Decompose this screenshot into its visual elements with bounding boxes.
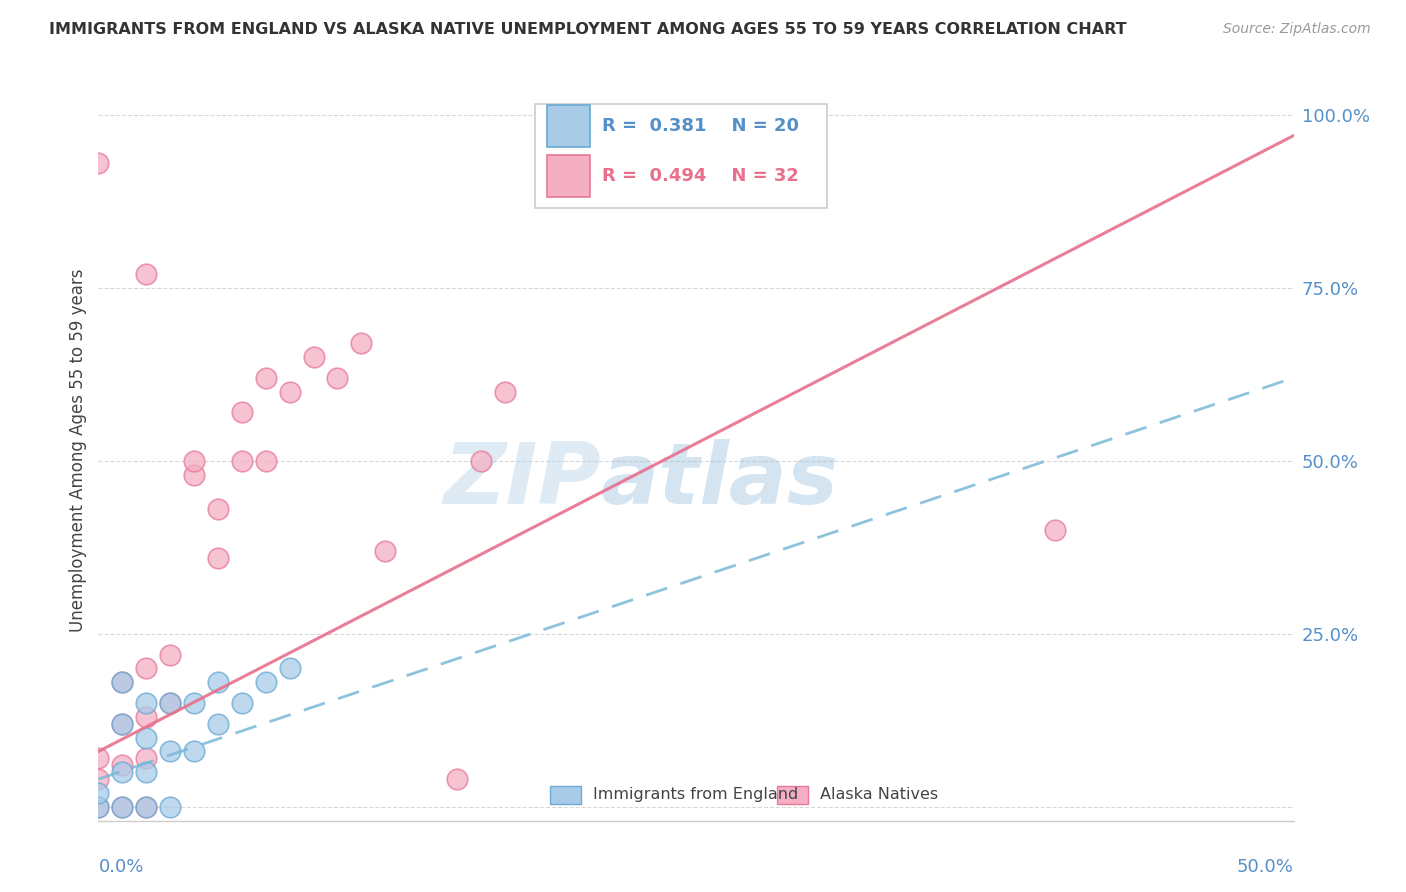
FancyBboxPatch shape <box>550 786 581 804</box>
Point <box>159 648 181 662</box>
Point <box>135 267 157 281</box>
Point <box>446 772 468 786</box>
Point <box>183 454 205 468</box>
Point <box>183 744 205 758</box>
FancyBboxPatch shape <box>547 105 589 147</box>
Point <box>87 751 110 765</box>
Point <box>494 384 516 399</box>
Text: Immigrants from England: Immigrants from England <box>593 788 799 802</box>
Point <box>254 675 277 690</box>
Point <box>302 350 325 364</box>
Text: Alaska Natives: Alaska Natives <box>820 788 938 802</box>
Point <box>135 799 157 814</box>
FancyBboxPatch shape <box>534 104 827 208</box>
Point <box>111 758 134 772</box>
Text: atlas: atlas <box>600 439 838 522</box>
Y-axis label: Unemployment Among Ages 55 to 59 years: Unemployment Among Ages 55 to 59 years <box>69 268 87 632</box>
Point <box>87 799 110 814</box>
Text: R =  0.381    N = 20: R = 0.381 N = 20 <box>602 117 799 136</box>
Point <box>135 731 157 745</box>
Point <box>207 675 229 690</box>
Point <box>135 799 157 814</box>
Point <box>111 799 134 814</box>
Point <box>135 751 157 765</box>
Text: R =  0.494    N = 32: R = 0.494 N = 32 <box>602 167 799 185</box>
Point <box>135 696 157 710</box>
Point <box>135 765 157 780</box>
Point <box>87 786 110 800</box>
Point <box>159 696 181 710</box>
Point <box>254 371 277 385</box>
Point <box>183 696 205 710</box>
Point <box>183 467 205 482</box>
Point <box>207 550 229 565</box>
Point <box>207 502 229 516</box>
Point <box>231 696 253 710</box>
Point <box>207 716 229 731</box>
Point <box>159 799 181 814</box>
Point <box>1043 523 1066 537</box>
Point <box>374 543 396 558</box>
Point <box>470 454 492 468</box>
Point <box>350 336 373 351</box>
Point <box>111 675 134 690</box>
Point <box>254 454 277 468</box>
Point <box>231 405 253 419</box>
Text: 0.0%: 0.0% <box>98 858 143 876</box>
Point <box>135 710 157 724</box>
Point <box>159 696 181 710</box>
Point <box>111 765 134 780</box>
Point <box>111 716 134 731</box>
Point <box>87 799 110 814</box>
Point <box>278 384 301 399</box>
Point <box>111 799 134 814</box>
Text: 50.0%: 50.0% <box>1237 858 1294 876</box>
Point <box>159 744 181 758</box>
Text: ZIP: ZIP <box>443 439 600 522</box>
Point <box>111 675 134 690</box>
Point <box>87 772 110 786</box>
Text: Source: ZipAtlas.com: Source: ZipAtlas.com <box>1223 22 1371 37</box>
Point <box>87 156 110 170</box>
Point <box>231 454 253 468</box>
Text: IMMIGRANTS FROM ENGLAND VS ALASKA NATIVE UNEMPLOYMENT AMONG AGES 55 TO 59 YEARS : IMMIGRANTS FROM ENGLAND VS ALASKA NATIVE… <box>49 22 1126 37</box>
FancyBboxPatch shape <box>547 155 589 196</box>
FancyBboxPatch shape <box>778 786 808 804</box>
Point <box>111 716 134 731</box>
Point <box>326 371 349 385</box>
Point <box>135 661 157 675</box>
Point <box>278 661 301 675</box>
